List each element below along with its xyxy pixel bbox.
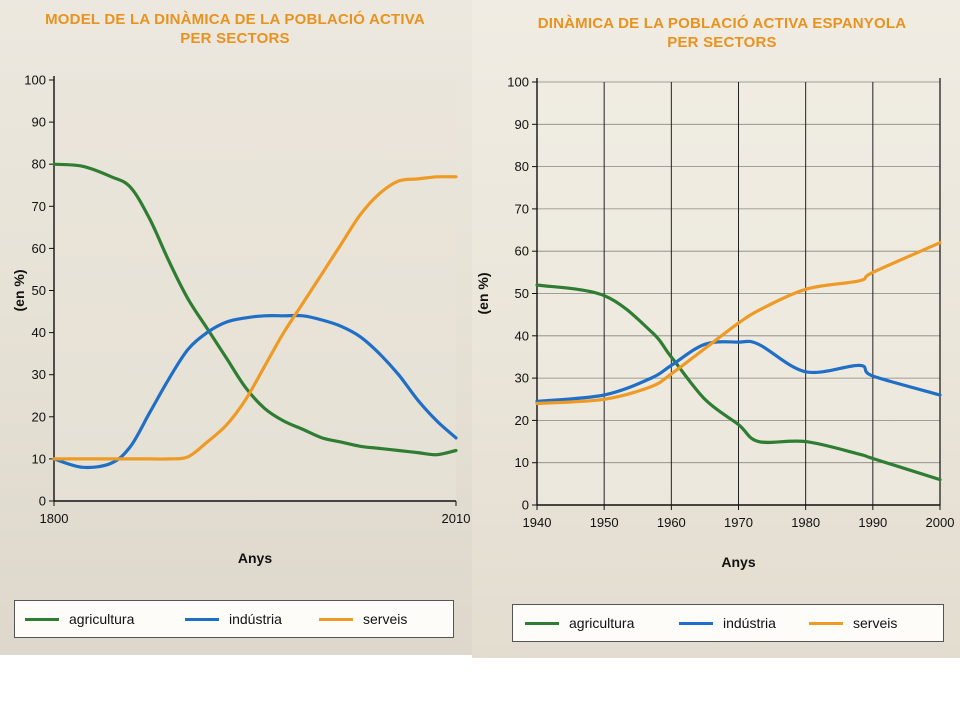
legend-label-agricultura: agricultura bbox=[569, 615, 635, 631]
legend-label-agricultura: agricultura bbox=[69, 611, 135, 627]
series-line-serveis bbox=[535, 241, 942, 406]
left-line-chart: 0 10 20 30 40 50 60 70 80 90 100 1800 2010 Anys (en %) bbox=[11, 73, 471, 567]
legend-swatch-agricultura bbox=[525, 621, 559, 625]
y-tick-label: 100 bbox=[507, 75, 529, 90]
y-tick-label: 70 bbox=[32, 199, 46, 214]
legend-item-serveis: serveis bbox=[319, 601, 407, 637]
legend-label-industria: indústria bbox=[229, 611, 282, 627]
y-tick-label: 90 bbox=[515, 117, 529, 132]
series-line-agricultura bbox=[52, 162, 458, 457]
right-chart-panel: DINÀMICA DE LA POBLACIÓ ACTIVA ESPANYOLA… bbox=[472, 0, 960, 658]
legend-swatch-serveis bbox=[809, 621, 843, 625]
right-chart-title-line-1: DINÀMICA DE LA POBLACIÓ ACTIVA ESPANYOLA bbox=[537, 15, 907, 32]
left-chart-panel: MODEL DE LA DINÀMICA DE LA POBLACIÓ ACTI… bbox=[0, 0, 472, 655]
left-chart-title-line-2: PER SECTORS bbox=[180, 30, 290, 47]
legend-label-serveis: serveis bbox=[363, 611, 408, 627]
y-tick-label: 50 bbox=[32, 283, 46, 298]
right-line-chart: 0 10 20 30 40 50 60 70 80 90 100 1940 1950 1960 1970 19… bbox=[475, 75, 955, 571]
x-tick-label: 1950 bbox=[590, 515, 619, 530]
legend-swatch-agricultura bbox=[25, 617, 59, 621]
legend-swatch-industria bbox=[679, 621, 713, 625]
left-chart-title-line-1: MODEL DE LA DINÀMICA DE LA POBLACIÓ ACTI… bbox=[45, 11, 425, 28]
y-tick-label: 30 bbox=[515, 371, 529, 386]
y-axis-label: (en %) bbox=[11, 270, 27, 312]
x-axis-label: Anys bbox=[238, 550, 272, 566]
x-tick-label: 1970 bbox=[724, 515, 753, 530]
x-tick-label: 1990 bbox=[858, 515, 887, 530]
series-line-agricultura bbox=[535, 283, 942, 482]
y-axis-label: (en %) bbox=[475, 273, 491, 315]
legend-label-serveis: serveis bbox=[853, 615, 898, 631]
y-tick-label: 30 bbox=[32, 367, 46, 382]
y-tick-label: 80 bbox=[515, 159, 529, 174]
y-tick-label: 10 bbox=[515, 455, 529, 470]
y-tick-label: 70 bbox=[515, 201, 529, 216]
left-chart-legend: agricultura indústria serveis bbox=[14, 600, 454, 638]
x-tick-label: 2010 bbox=[442, 511, 471, 526]
left-chart-title: MODEL DE LA DINÀMICA DE LA POBLACIÓ ACTI… bbox=[20, 10, 450, 48]
x-tick-label: 1800 bbox=[40, 511, 69, 526]
y-tick-label: 0 bbox=[522, 498, 529, 513]
y-tick-label: 10 bbox=[32, 451, 46, 466]
series-line-industria bbox=[52, 313, 458, 470]
legend-item-industria: indústria bbox=[679, 605, 776, 641]
x-axis-label: Anys bbox=[721, 554, 755, 570]
series-line-industria bbox=[535, 339, 942, 403]
y-tick-label: 20 bbox=[515, 413, 529, 428]
y-tick-label: 90 bbox=[32, 115, 46, 130]
legend-label-industria: indústria bbox=[723, 615, 776, 631]
x-tick-label: 1980 bbox=[791, 515, 820, 530]
legend-item-agricultura: agricultura bbox=[525, 605, 634, 641]
x-tick-label: 2000 bbox=[926, 515, 955, 530]
legend-item-serveis: serveis bbox=[809, 605, 897, 641]
x-tick-label: 1960 bbox=[657, 515, 686, 530]
right-chart-legend: agricultura indústria serveis bbox=[512, 604, 944, 642]
legend-swatch-serveis bbox=[319, 617, 353, 621]
legend-swatch-industria bbox=[185, 617, 219, 621]
y-tick-label: 0 bbox=[39, 494, 46, 509]
y-tick-label: 50 bbox=[515, 286, 529, 301]
right-chart-title: DINÀMICA DE LA POBLACIÓ ACTIVA ESPANYOLA… bbox=[492, 14, 952, 52]
y-tick-label: 60 bbox=[515, 244, 529, 259]
legend-item-industria: indústria bbox=[185, 601, 282, 637]
right-chart-title-line-2: PER SECTORS bbox=[667, 34, 777, 51]
series-line-serveis bbox=[52, 175, 458, 461]
plot-area bbox=[54, 80, 456, 501]
y-tick-label: 40 bbox=[515, 328, 529, 343]
x-tick-label: 1940 bbox=[523, 515, 552, 530]
y-tick-label: 20 bbox=[32, 409, 46, 424]
legend-item-agricultura: agricultura bbox=[25, 601, 134, 637]
y-tick-label: 100 bbox=[24, 73, 46, 88]
y-tick-label: 60 bbox=[32, 241, 46, 256]
y-tick-label: 80 bbox=[32, 157, 46, 172]
y-tick-label: 40 bbox=[32, 325, 46, 340]
